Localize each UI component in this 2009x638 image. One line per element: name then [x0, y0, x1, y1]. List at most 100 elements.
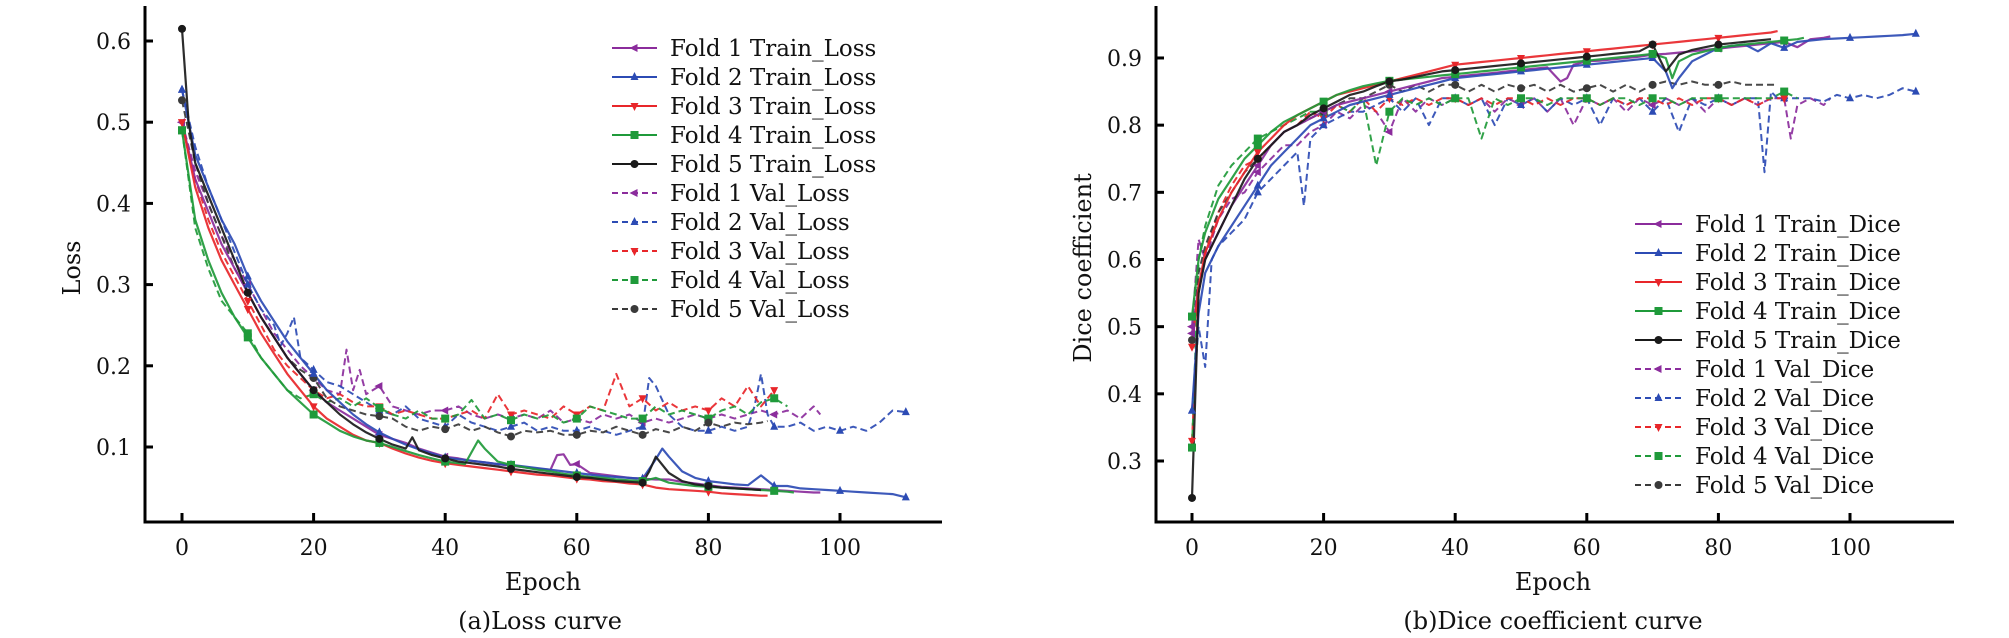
series-marker-fold-4-val-loss [375, 404, 384, 413]
legend-marker-icon [1653, 220, 1662, 228]
dice-y-tick-label: 0.7 [1107, 181, 1142, 206]
series-marker-fold-5-train-loss [507, 464, 515, 473]
series-marker-fold-5-val-loss [375, 412, 384, 421]
series-marker-fold-5-train-dice [1648, 40, 1657, 49]
series-marker-fold-4-val-loss [309, 390, 318, 399]
dice-x-tick-label: 60 [1573, 536, 1601, 561]
legend-label: Fold 2 Val_Dice [1695, 386, 1874, 412]
series-marker-fold-3-train-loss [309, 403, 318, 412]
loss-legend: Fold 1 Train_Loss Fold 2 Train_Loss Fold 3… [612, 36, 876, 323]
series-marker-fold-3-val-loss [704, 407, 713, 416]
legend-label: Fold 2 Val_Loss [670, 210, 850, 236]
legend-label: Fold 3 Val_Loss [670, 239, 850, 265]
dice-y-tick-label: 0.9 [1107, 47, 1142, 72]
series-marker-fold-3-train-dice [1582, 48, 1591, 57]
series-marker-fold-2-train-loss [178, 84, 186, 93]
series-marker-fold-2-train-dice [1253, 180, 1262, 189]
series-marker-fold-5-train-dice [1714, 40, 1723, 49]
legend-item-fold-2-train-loss: Fold 2 Train_Loss [612, 65, 876, 91]
series-marker-fold-3-val-loss [770, 387, 779, 396]
series-line-fold-2-train-loss [180, 89, 907, 499]
legend-label: Fold 4 Val_Loss [670, 268, 850, 294]
legend-marker-icon [630, 131, 639, 139]
series-marker-fold-4-val-dice [1385, 107, 1394, 116]
series-marker-fold-1-val-loss [374, 382, 383, 391]
legend-item-fold-1-train-dice: Fold 1 Train_Dice [1635, 212, 1901, 238]
loss-x-tick-label: 0 [175, 536, 189, 561]
loss-series-lines [180, 28, 907, 499]
series-marker-fold-5-val-dice [1451, 80, 1460, 89]
legend-label: Fold 1 Train_Loss [670, 36, 876, 62]
series-line-fold-5-train-loss [180, 28, 762, 492]
series-marker-fold-2-train-loss [704, 476, 713, 485]
legend-marker-icon [630, 103, 639, 111]
series-marker-fold-2-val-dice [1253, 187, 1262, 196]
legend-marker-icon [630, 248, 639, 256]
dice-legend: Fold 1 Train_Dice Fold 2 Train_Dice Fold 3… [1635, 212, 1901, 499]
series-marker-fold-1-val-loss [440, 406, 449, 415]
legend-label: Fold 4 Val_Dice [1695, 444, 1874, 470]
series-marker-fold-3-train-loss [178, 119, 186, 128]
series-marker-fold-3-train-dice [1253, 149, 1262, 158]
series-marker-fold-2-val-dice [1319, 120, 1328, 129]
legend-marker-icon [630, 276, 639, 284]
series-marker-fold-4-val-dice [1582, 94, 1591, 103]
series-marker-fold-5-train-dice [1319, 104, 1328, 113]
series-marker-fold-2-train-dice [1319, 113, 1328, 122]
dice-x-tick-label: 100 [1829, 536, 1871, 561]
series-marker-fold-2-val-loss [243, 279, 252, 288]
legend-item-fold-1-val-loss: Fold 1 Val_Loss [612, 181, 850, 207]
legend-item-fold-5-val-loss: Fold 5 Val_Loss [612, 297, 850, 323]
legend-marker-icon [1654, 279, 1663, 287]
series-marker-fold-4-val-loss [441, 414, 450, 423]
legend-item-fold-4-train-loss: Fold 4 Train_Loss [612, 123, 876, 149]
loss-x-axis-label: Epoch [505, 568, 581, 596]
loss-x-tick-label: 60 [563, 536, 591, 561]
series-marker-fold-2-train-loss [243, 271, 252, 280]
legend-item-fold-4-val-loss: Fold 4 Val_Loss [612, 268, 850, 294]
dice-y-tick-label: 0.5 [1107, 316, 1142, 341]
legend-marker-icon [1653, 365, 1662, 373]
series-line-fold-4-train-loss [180, 130, 795, 494]
series-marker-fold-1-val-dice [1252, 168, 1261, 177]
loss-y-ticks: 0.1 0.2 0.3 0.4 0.5 0.6 [96, 30, 153, 461]
series-marker-fold-3-train-dice [1188, 343, 1196, 352]
series-marker-fold-4-train-dice [1188, 312, 1196, 321]
series-marker-fold-4-val-loss [243, 329, 252, 338]
series-marker-fold-5-train-dice [1188, 493, 1196, 502]
series-marker-fold-2-val-dice [1846, 93, 1854, 102]
series-marker-fold-1-train-loss [571, 460, 580, 469]
series-marker-fold-4-val-dice [1780, 87, 1789, 96]
legend-item-fold-4-val-dice: Fold 4 Val_Dice [1635, 444, 1874, 470]
loss-series-markers [177, 24, 910, 501]
legend-item-fold-5-train-loss: Fold 5 Train_Loss [612, 152, 876, 178]
legend-label: Fold 3 Val_Dice [1695, 415, 1874, 441]
legend-item-fold-3-val-loss: Fold 3 Val_Loss [612, 239, 850, 265]
series-marker-fold-4-train-dice [1451, 70, 1460, 79]
series-line-fold-5-train-dice [1190, 38, 1772, 498]
loss-caption: (a)Loss curve [458, 607, 622, 635]
series-marker-fold-4-train-loss [178, 126, 186, 135]
legend-marker-icon [1654, 424, 1663, 432]
series-marker-fold-5-train-loss [375, 434, 384, 443]
loss-y-axis-label: Loss [58, 240, 86, 295]
series-marker-fold-4-val-dice [1517, 94, 1525, 103]
series-marker-fold-2-val-dice [1911, 86, 1920, 95]
dice-y-tick-label: 0.3 [1107, 450, 1142, 475]
legend-label: Fold 5 Train_Dice [1695, 328, 1901, 354]
series-marker-fold-4-train-loss [770, 486, 779, 495]
series-marker-fold-1-train-dice [1252, 161, 1261, 170]
legend-label: Fold 1 Val_Dice [1695, 357, 1874, 383]
loss-x-tick-label: 100 [819, 536, 861, 561]
series-marker-fold-2-val-loss [638, 421, 647, 430]
legend-item-fold-2-train-dice: Fold 2 Train_Dice [1635, 241, 1901, 267]
series-marker-fold-4-train-dice [1253, 141, 1262, 150]
dice-chart: 0.3 0.4 0.5 0.6 0.7 0.8 0.9 0 20 40 60 80 100 Dice … [1069, 6, 1954, 635]
legend-label: Fold 5 Val_Dice [1695, 473, 1874, 499]
series-marker-fold-5-train-dice [1253, 154, 1262, 163]
series-marker-fold-2-train-loss [375, 427, 384, 436]
legend-label: Fold 1 Val_Loss [670, 181, 850, 207]
legend-marker-icon [630, 305, 639, 313]
series-marker-fold-5-val-loss [704, 418, 713, 427]
series-marker-fold-5-val-loss [572, 430, 581, 439]
